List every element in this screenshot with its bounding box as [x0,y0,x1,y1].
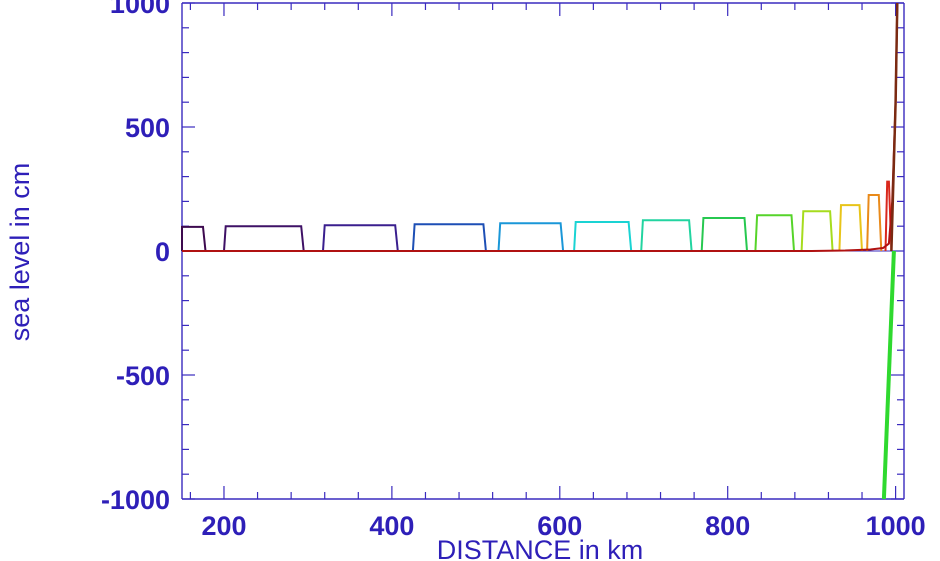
pulse-line-2 [223,225,305,252]
y-tick-label: 500 [125,113,170,143]
pulse-line-7 [640,219,693,252]
x-tick-label: 200 [201,511,246,541]
y-tick-label: -1000 [101,485,170,515]
pulse-line-11 [838,204,863,252]
axis-ticks [182,2,904,500]
pulse-line-8 [700,217,748,252]
pulse-line-6 [573,221,633,252]
final-state-line [182,2,899,252]
tick-labels: 200 400 600 800 1000 -1000 -500 0 500 1000 [101,0,926,541]
y-tick-label: -500 [116,361,170,391]
series-lines [181,2,899,500]
pulse-line-12 [866,194,883,252]
x-axis-title: DISTANCE in km [437,535,644,561]
pulse-line-10 [800,210,834,252]
pulse-line-5 [497,222,565,252]
y-tick-label: 0 [155,237,170,267]
x-tick-label: 1000 [866,511,926,541]
y-axis-title: sea level in cm [5,163,35,342]
trough-line [881,250,896,500]
y-tick-label: 1000 [110,0,170,19]
pulse-line-4 [411,223,487,252]
x-tick-label: 800 [705,511,750,541]
wall-rise-line [890,2,899,252]
x-tick-label: 400 [369,511,414,541]
pulse-line-9 [754,214,795,252]
pulse-line-3 [322,224,399,252]
pulse-line-1 [181,225,207,252]
x-tick-label: 600 [537,511,582,541]
